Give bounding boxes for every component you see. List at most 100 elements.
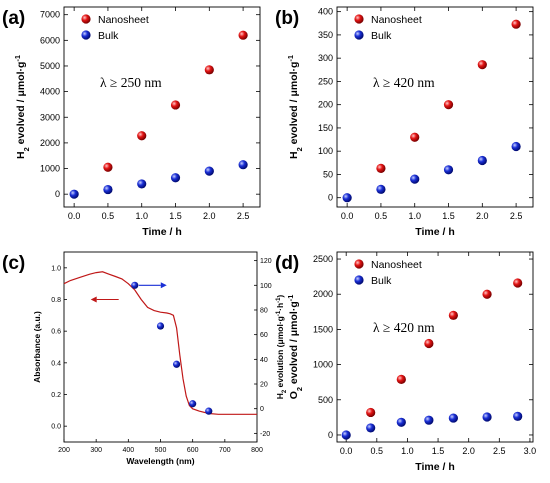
panel-label: (a) <box>2 8 25 29</box>
y2-tick-label: 20 <box>260 382 268 389</box>
y2-tick-label: 120 <box>260 258 272 265</box>
x-tick-label: 2.5 <box>237 211 250 221</box>
x-tick-label: 800 <box>251 447 263 454</box>
data-point <box>376 163 386 173</box>
x-tick-label: 1.0 <box>135 211 148 221</box>
x-tick-label: 1.5 <box>442 211 455 221</box>
y-tick-label: 300 <box>318 53 333 63</box>
legend-label: Nanosheet <box>371 14 422 26</box>
data-point <box>238 30 248 40</box>
legend-marker <box>354 259 364 269</box>
x-axis-title: Time / h <box>142 226 181 238</box>
data-point <box>443 100 454 110</box>
y-tick-label: 250 <box>318 76 333 86</box>
x-tick-label: 0.0 <box>340 446 353 456</box>
y-tick-label: 0 <box>55 189 60 199</box>
y-tick-label: 50 <box>323 169 333 179</box>
y-tick-label: 1000 <box>40 164 60 174</box>
legend-marker <box>81 14 91 24</box>
plot-frame <box>63 6 261 208</box>
panel-label: (c) <box>2 253 25 274</box>
data-point <box>341 430 351 440</box>
data-point <box>477 155 487 166</box>
data-point <box>103 162 113 172</box>
data-point <box>170 173 181 183</box>
y-tick-label: 150 <box>318 123 333 133</box>
data-point <box>103 184 113 195</box>
legend-label: Bulk <box>98 30 119 42</box>
x-tick-label: 2.0 <box>203 211 216 221</box>
plot-frame <box>336 6 534 208</box>
data-point <box>410 174 420 184</box>
x-tick-label: 2.5 <box>493 446 506 456</box>
y-tick-label: 5000 <box>40 61 60 71</box>
y2-axis-title: H2 evolution (μmol·g-1·h-1) <box>275 295 288 400</box>
y-axis-title-part: H <box>288 151 300 159</box>
data-point <box>366 423 376 433</box>
legend-label: Nanosheet <box>371 259 422 271</box>
y-tick-label: 3000 <box>40 112 60 122</box>
plot-frame <box>63 251 258 443</box>
y-tick-label: 0.4 <box>51 360 61 367</box>
y2-tick-label: 40 <box>260 357 268 364</box>
data-point <box>513 411 523 421</box>
y-tick-label: 500 <box>318 395 333 405</box>
y-tick-label: 350 <box>318 30 333 40</box>
data-point <box>424 338 434 349</box>
y-tick-label: 2500 <box>313 254 333 264</box>
data-point <box>511 141 521 152</box>
y2-axis-title-part: -1 <box>276 310 282 316</box>
data-point <box>482 412 492 422</box>
y-axis-title-part: evolved / μmol·g <box>288 62 300 148</box>
data-point <box>69 189 79 199</box>
x-tick-label: 0.0 <box>341 211 354 221</box>
legend-marker <box>354 14 364 24</box>
y-axis-title-part: evolved / μmol·g <box>15 62 27 148</box>
h2-evolution-point <box>189 400 197 408</box>
legend-marker <box>81 30 91 40</box>
data-point <box>366 407 376 418</box>
y2-tick-label: -20 <box>260 431 270 438</box>
y2-axis-title-part: 2 <box>282 389 288 393</box>
x-axis-title: Wavelength (nm) <box>126 456 194 466</box>
data-point <box>410 132 420 142</box>
h2-evolution-point <box>172 360 181 368</box>
legend-label: Bulk <box>371 30 392 42</box>
y-axis-title-part: 2 <box>295 147 304 151</box>
panel-0: 0.0 0.5 1.0 1.5 2.0 2.5 0 1000 2000 3000 4000 5000 6… <box>2 6 261 238</box>
y-tick-label: 2000 <box>313 289 333 299</box>
x-tick-label: 0.5 <box>371 446 384 456</box>
y2-tick-label: 0 <box>260 406 264 413</box>
data-point <box>396 417 406 427</box>
plot-frame <box>336 251 534 443</box>
legend-label: Nanosheet <box>98 14 149 26</box>
x-tick-label: 2.0 <box>462 446 475 456</box>
y2-tick-label: 80 <box>260 307 268 314</box>
panel-label: (d) <box>275 253 299 274</box>
y-axis-title-part: evolved / μmol·g <box>288 301 300 387</box>
legend-label: Bulk <box>371 275 392 287</box>
y-tick-label: 0 <box>328 430 333 440</box>
y2-axis-title-part: -1 <box>276 297 282 303</box>
wavelength-annotation: λ ≥ 420 nm <box>373 75 435 90</box>
data-point <box>137 179 147 189</box>
data-point <box>448 310 458 320</box>
left-axis-arrowhead <box>90 296 97 303</box>
y2-axis-title-part: ·h <box>275 303 285 311</box>
x-tick-label: 0.0 <box>68 211 81 221</box>
x-tick-label: 400 <box>122 447 134 454</box>
y-axis-title-part: O <box>288 391 300 399</box>
data-point <box>376 184 386 194</box>
y-axis-title-part: 2 <box>22 147 31 151</box>
y-axis-title-part: H <box>15 151 27 159</box>
data-point <box>170 100 181 110</box>
y-axis-title: Absorbance (a.u.) <box>32 311 42 383</box>
data-point <box>137 131 147 141</box>
y-tick-label: 1500 <box>313 324 333 334</box>
x-tick-label: 2.5 <box>510 211 523 221</box>
y2-tick-label: 100 <box>260 283 272 290</box>
wavelength-annotation: λ ≥ 420 nm <box>373 320 435 335</box>
y-tick-label: 2000 <box>40 138 60 148</box>
x-tick-label: 0.5 <box>375 211 388 221</box>
